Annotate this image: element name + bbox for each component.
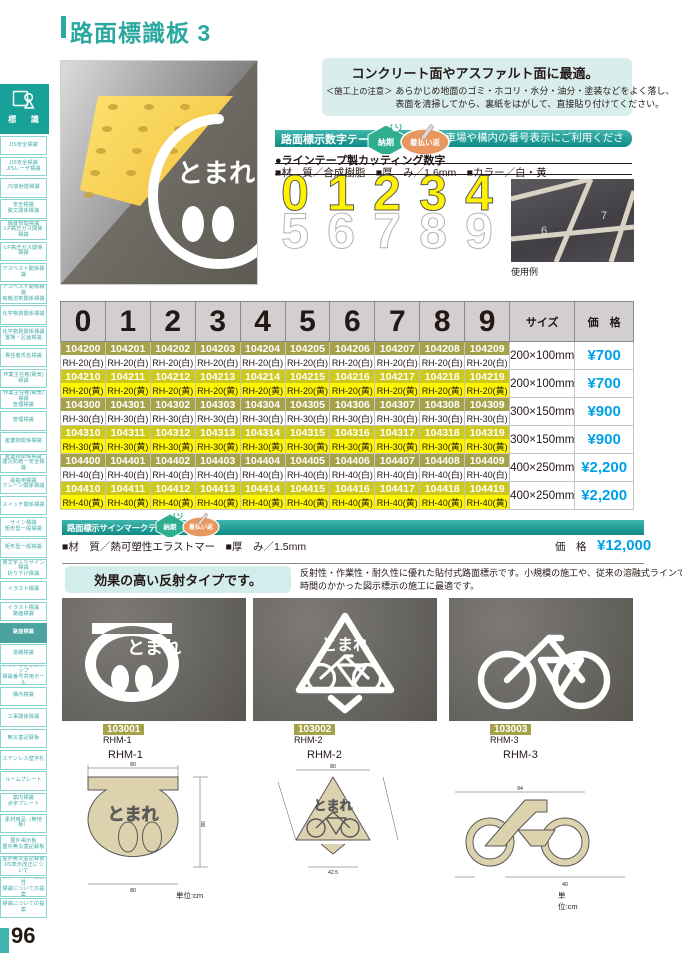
svg-text:80: 80 [201, 821, 207, 827]
svg-text:6: 6 [541, 225, 547, 237]
svg-text:とまれ: とまれ [313, 798, 352, 813]
svg-text:納期: 納期 [164, 522, 178, 531]
svg-text:80: 80 [130, 762, 136, 768]
svg-text:着払い返: 着払い返 [188, 523, 213, 531]
svg-text:42.5: 42.5 [328, 870, 338, 876]
svg-text:80: 80 [130, 888, 136, 894]
svg-text:80: 80 [330, 764, 336, 770]
svg-text:納期: 納期 [378, 137, 394, 147]
svg-text:着払い返: 着払い返 [409, 137, 440, 147]
svg-text:とまれ: とまれ [108, 805, 159, 824]
svg-text:94: 94 [517, 786, 523, 792]
svg-text:7: 7 [601, 210, 607, 222]
svg-text:40: 40 [562, 882, 568, 888]
